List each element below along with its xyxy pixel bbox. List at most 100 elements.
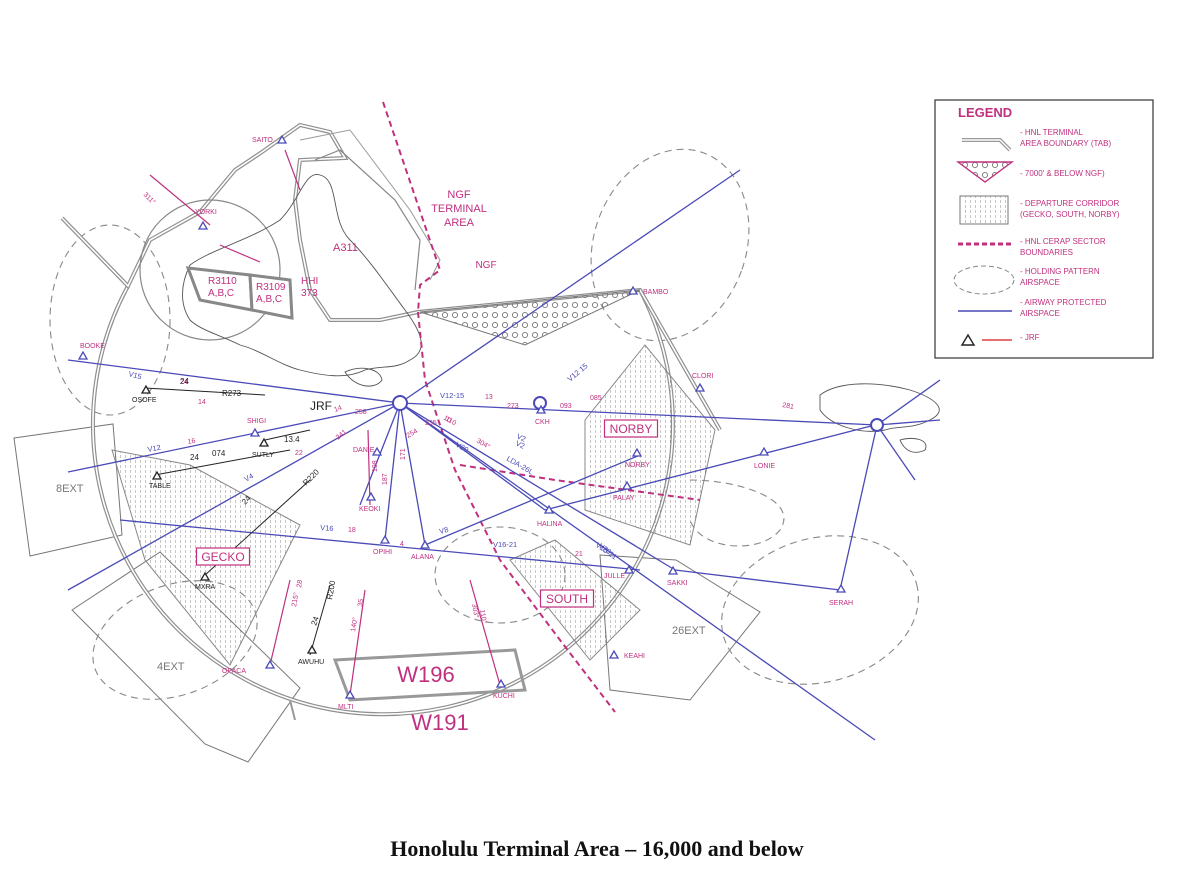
south-corridor-label: SOUTH	[546, 592, 588, 606]
fix-mlti-icon	[344, 689, 356, 699]
magenta-number-label: 22	[295, 450, 303, 457]
fix-serah-icon	[835, 583, 847, 593]
ngf-label: NGF	[475, 260, 496, 271]
magenta-number-label: 273	[507, 403, 519, 410]
extension-areas	[13, 423, 761, 763]
airway-label: V16-21	[493, 540, 517, 549]
gecko-corridor-label-box	[195, 547, 251, 566]
legend-item-label: - AIRWAY PROTECTED	[1020, 298, 1107, 307]
holding-pattern-se	[721, 535, 919, 685]
magenta-number-label: 311°	[142, 191, 158, 207]
fix-kuchi-label: KUCHI	[493, 693, 515, 700]
fix-serah-label: SERAH	[829, 600, 853, 607]
r3109-area	[248, 273, 294, 320]
fix-danie-label: DANIE	[353, 447, 375, 454]
magenta-number-label: 110	[444, 416, 457, 428]
airway-label: V12 15	[566, 361, 590, 383]
fix-mlti-label: MLTI	[338, 704, 353, 711]
fix-keoki-label: KEOKI	[359, 506, 380, 513]
fix-ckh-icon	[535, 404, 547, 414]
fix-osofe-icon	[140, 384, 152, 394]
r3110-label: A,B,C	[208, 288, 234, 299]
south-corridor-label-box	[539, 589, 595, 608]
fix-clori-icon	[694, 382, 706, 392]
holding-pattern-ne	[590, 148, 750, 342]
fix-yorki-icon	[197, 220, 209, 230]
gecko-corridor-label: GECKO	[201, 550, 244, 564]
fix-table-label: TABLE	[149, 483, 171, 490]
ext8-label: 8EXT	[56, 483, 84, 495]
fix-opaca-label: OPACA	[222, 668, 246, 675]
fix-table-icon	[151, 470, 163, 480]
magenta-number-label: 110°	[478, 609, 488, 624]
sector-boundary-south	[417, 311, 616, 713]
fix-alana-icon	[419, 539, 431, 549]
fix-julle-icon	[623, 564, 635, 574]
legend-item-label: - 7000' & BELOW NGF)	[1020, 169, 1105, 178]
fix-sakki-icon	[667, 565, 679, 575]
magenta-number-label: 171	[400, 448, 407, 460]
fix-norby-label: NORBY	[625, 462, 650, 469]
magenta-number-label: 304°	[475, 437, 492, 451]
norby-corridor	[584, 344, 716, 546]
legend-item-label: BOUNDARIES	[1020, 248, 1073, 257]
magenta-number-label: 235	[425, 420, 437, 427]
jrf-number-label: 074	[212, 449, 226, 458]
fix-keahi-label: KEAHI	[624, 653, 645, 660]
ext26-label: 26EXT	[672, 625, 706, 637]
magenta-number-label: 4	[400, 541, 404, 548]
fix-kuchi-icon	[495, 678, 507, 688]
oahu-coastline	[182, 174, 422, 377]
fix-keoki-icon	[365, 491, 377, 501]
fix-halina-label: HALINA	[537, 521, 563, 528]
fix-shigi-icon	[249, 427, 261, 437]
magenta-number-label: 21	[575, 551, 583, 558]
fix-bambo-label: BAMBO	[643, 289, 669, 296]
fix-sakki-label: SAKKI	[667, 580, 688, 587]
legend-item-label: AIRSPACE	[1020, 309, 1060, 318]
magenta-number-label: 281	[782, 402, 795, 411]
magenta-number-label: 140°	[349, 617, 359, 633]
a311-label: A311	[333, 242, 358, 254]
airway-label: V8	[438, 525, 449, 536]
fix-booke-icon	[77, 350, 89, 360]
fix-palay-icon	[621, 480, 633, 490]
ngf-terminal-area-label: TERMINAL	[431, 203, 487, 215]
magenta-number-label: 215°	[290, 592, 300, 608]
fix-yorki-label: YORKI	[195, 209, 217, 216]
airway-label: V2	[514, 439, 526, 451]
magenta-number-label: 35	[357, 598, 365, 607]
jrf-number-label: R200	[325, 579, 337, 600]
legend-item-label: (GECKO, SOUTH, NORBY)	[1020, 210, 1120, 219]
w196-label: W196	[397, 662, 454, 687]
hnl-vortac-icon	[392, 395, 408, 411]
fix-saito-icon	[276, 134, 288, 144]
legend-item-label: - DEPARTURE CORRIDOR	[1020, 199, 1119, 208]
fix-ckh-label: CKH	[535, 419, 550, 426]
airway-label: V2	[515, 432, 527, 444]
molokai-vor-icon	[870, 418, 884, 432]
holding-pattern-icon	[953, 265, 1015, 295]
airway-label: V12	[147, 443, 162, 454]
ngf-terminal-area-label: AREA	[444, 217, 475, 229]
fix-booke-label: BOOKE	[80, 343, 105, 350]
magenta-number-label: 28	[296, 579, 304, 588]
fix-halina-icon	[543, 504, 555, 514]
fix-palay-label: PALAY	[613, 495, 635, 502]
legend-item-label: - HNL TERMINAL	[1020, 128, 1084, 137]
holding-pattern-e	[689, 479, 785, 547]
map-caption: Honolulu Terminal Area – 16,000 and belo…	[390, 836, 804, 861]
magenta-number-label: 258	[355, 409, 367, 416]
legend: LEGEND - HNL TERMINAL AREA BOUNDARY (TAB)…	[934, 99, 1154, 359]
magenta-number-label: 10	[442, 415, 452, 425]
legend-box	[934, 99, 1154, 359]
magenta-number-label: 241	[335, 429, 349, 442]
radials	[149, 149, 501, 696]
ext-8-area	[13, 423, 123, 557]
magenta-number-label: 093	[560, 403, 572, 410]
jrf-number-label: 24	[180, 377, 189, 386]
magenta-number-label: 24	[180, 379, 188, 386]
airway-label: V4	[243, 471, 255, 483]
fix-lonie-icon	[758, 446, 770, 456]
airway-label: V16	[320, 523, 334, 533]
